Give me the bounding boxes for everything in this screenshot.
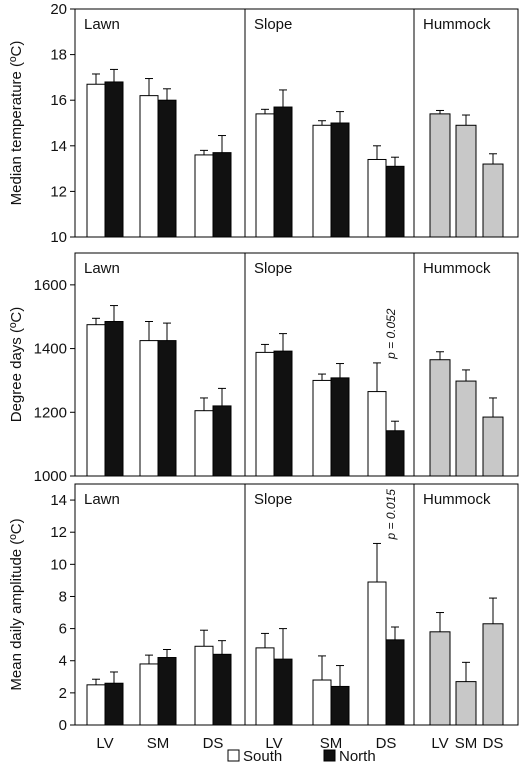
section-label: Slope <box>254 260 292 277</box>
section-label: Hummock <box>423 260 491 277</box>
bar-hummock <box>482 623 504 726</box>
bar-north <box>273 658 293 726</box>
legend-label-north: North <box>339 748 376 765</box>
y-tick-label: 1000 <box>34 468 67 485</box>
plot-frame <box>74 252 519 477</box>
bar-north <box>104 81 124 238</box>
section-label: Slope <box>254 16 292 33</box>
y-tick-label: 18 <box>50 47 67 64</box>
bar-south <box>312 379 332 477</box>
bar-south <box>194 645 214 726</box>
bar-hummock <box>455 681 477 726</box>
y-axis-label: Mean daily amplitude (ºC) <box>8 518 25 690</box>
bar-north <box>157 99 177 238</box>
bar-north <box>330 377 350 477</box>
bar-south <box>367 391 387 477</box>
bar-south <box>255 113 275 238</box>
bar-south <box>139 663 159 726</box>
x-tick-label: SM <box>320 735 343 752</box>
y-tick-label: 4 <box>59 653 67 670</box>
bar-north <box>273 106 293 238</box>
bar-south <box>255 351 275 477</box>
bar-hummock <box>482 163 504 238</box>
y-tick-label: 6 <box>59 621 67 638</box>
bar-south <box>194 154 214 238</box>
y-tick-label: 1400 <box>34 341 67 358</box>
y-axis-label: Degree days (ºC) <box>8 307 25 423</box>
bar-north <box>385 430 405 477</box>
bar-south <box>139 340 159 477</box>
bar-north <box>157 657 177 726</box>
bar-south <box>312 124 332 238</box>
bar-north <box>385 165 405 238</box>
bar-north <box>104 320 124 477</box>
bar-south <box>194 410 214 477</box>
y-axis-label: Median temperature (ºC) <box>8 41 25 206</box>
y-tick-label: 0 <box>59 717 67 734</box>
bar-hummock <box>455 380 477 477</box>
x-tick-label: LV <box>265 735 282 752</box>
section-label: Lawn <box>84 16 120 33</box>
y-tick-label: 10 <box>50 556 67 573</box>
y-tick-label: 16 <box>50 92 67 109</box>
plot-frame <box>74 483 519 726</box>
bar-south <box>255 647 275 726</box>
x-tick-label: SM <box>455 735 478 752</box>
bar-north <box>330 685 350 726</box>
section-label: Lawn <box>84 491 120 508</box>
section-label: Lawn <box>84 260 120 277</box>
bar-south <box>367 581 387 726</box>
y-tick-label: 10 <box>50 229 67 246</box>
x-tick-label: DS <box>376 735 397 752</box>
p-value-annotation: p = 0.015 <box>384 489 398 541</box>
panel-amplitude: 0 2 4 6 8 10 12 14 Mean daily amplitude (ºC) Lawn… <box>8 483 519 734</box>
bar-north <box>273 350 293 477</box>
x-tick-label: LV <box>431 735 448 752</box>
bar-south <box>86 684 106 726</box>
legend-swatch-south <box>227 749 240 762</box>
y-tick-label: 14 <box>50 492 67 509</box>
panel-degree-days: 1000 1200 1400 1600 Degree days (ºC) Lawn Slop… <box>8 252 519 485</box>
bar-north <box>385 639 405 726</box>
y-tick-label: 12 <box>50 524 67 541</box>
x-tick-label: LV <box>96 735 113 752</box>
bar-north <box>157 340 177 477</box>
bar-hummock <box>482 416 504 477</box>
section-label: Slope <box>254 491 292 508</box>
bar-north <box>104 682 124 726</box>
bar-hummock <box>455 124 477 238</box>
section-label: Hummock <box>423 491 491 508</box>
bar-north <box>212 152 232 238</box>
x-tick-label: DS <box>483 735 504 752</box>
legend-label-south: South <box>243 748 282 765</box>
legend: South North <box>227 748 376 765</box>
bar-north <box>330 122 350 238</box>
bar-north <box>212 405 232 477</box>
y-tick-label: 1200 <box>34 404 67 421</box>
y-tick-label: 8 <box>59 588 67 605</box>
bar-hummock <box>429 631 451 726</box>
y-tick-label: 20 <box>50 1 67 18</box>
y-tick-label: 2 <box>59 685 67 702</box>
y-tick-label: 1600 <box>34 277 67 294</box>
panel-median: 10 12 14 16 18 20 Median temperature (ºC) Lawn S… <box>8 1 519 246</box>
legend-swatch-north <box>323 749 336 762</box>
section-label: Hummock <box>423 16 491 33</box>
bar-south <box>367 158 387 238</box>
bar-south <box>312 679 332 726</box>
bar-south <box>86 324 106 477</box>
x-tick-label: SM <box>147 735 170 752</box>
x-tick-label: DS <box>203 735 224 752</box>
p-value-annotation: p = 0.052 <box>384 308 398 360</box>
bar-north <box>212 653 232 726</box>
bar-hummock <box>429 359 451 477</box>
y-tick-label: 14 <box>50 138 67 155</box>
bar-south <box>86 83 106 238</box>
bar-south <box>139 95 159 238</box>
y-tick-label: 12 <box>50 183 67 200</box>
plot-frame <box>74 8 519 238</box>
bar-hummock <box>429 113 451 238</box>
